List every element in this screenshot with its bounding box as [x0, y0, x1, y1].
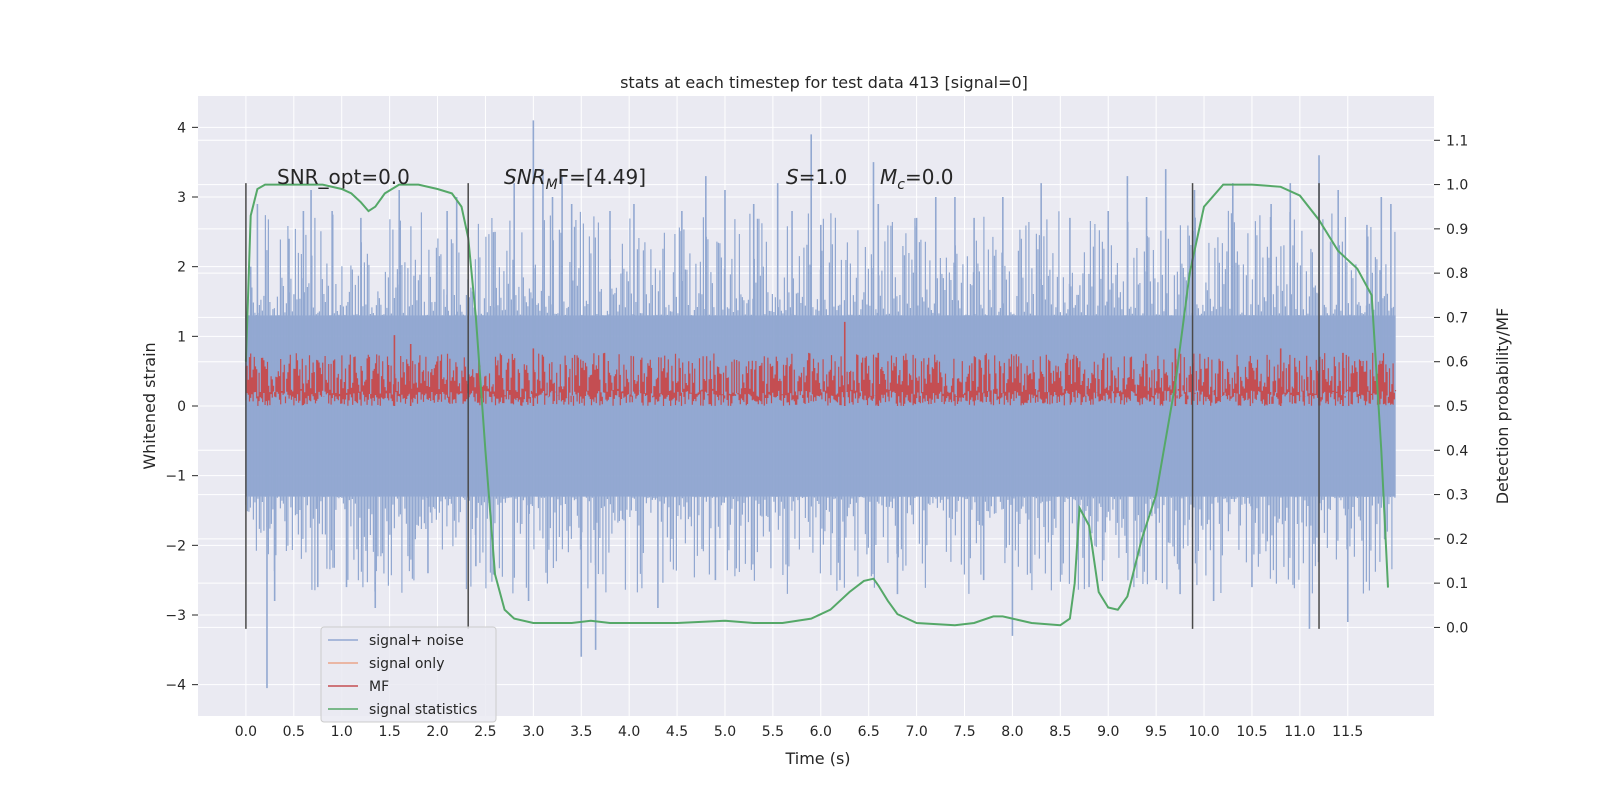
y-right-tick-label: 1.1 — [1446, 133, 1468, 149]
legend-box — [320, 626, 497, 723]
annotation-mc-rest: =0.0 — [905, 165, 954, 189]
signal-statistics-line — [244, 183, 1389, 627]
y-right-tick-label: 0.7 — [1446, 310, 1468, 326]
y-left-tick-label: 2 — [177, 260, 186, 276]
x-tick-label: 8.5 — [1049, 724, 1071, 740]
signal-noise-series — [245, 120, 1396, 689]
y-right-tick-label: 0.1 — [1446, 576, 1468, 592]
x-tick-label: 1.0 — [331, 724, 353, 740]
y-left-tick-label: −1 — [165, 469, 186, 485]
y-left-tick-label: −4 — [165, 678, 186, 694]
legend: signal+ noise signal only MF signal stat… — [320, 626, 497, 723]
annotation-snr-mf-main: SNR — [504, 165, 546, 189]
mf-series — [245, 321, 1397, 406]
y-right-tick-label: 0.6 — [1446, 355, 1468, 371]
annotation-mc-var: M — [880, 165, 897, 189]
chart-title: stats at each timestep for test data 413… — [620, 73, 1028, 92]
x-tick-label: 5.5 — [762, 724, 784, 740]
y-left-tick-label: 3 — [177, 190, 186, 206]
y-right-tick-label: 0.0 — [1446, 620, 1468, 636]
x-tick-label: 2.5 — [474, 724, 496, 740]
y-left-tick-label: −2 — [165, 538, 186, 554]
x-tick-label: 11.0 — [1284, 724, 1315, 740]
legend-label-mf: MF — [369, 679, 389, 695]
x-tick-label: 6.5 — [858, 724, 880, 740]
x-tick-label: 9.0 — [1097, 724, 1119, 740]
annotation-snr-opt: SNR_opt=0.0 — [277, 165, 410, 189]
annotation-snr-mf: SNRMF=[4.49] — [504, 165, 646, 193]
y-axis-right-label: Detection probability/MF — [1493, 308, 1512, 505]
y-left-tick-label: 1 — [177, 329, 186, 345]
annotation-mc-sub: c — [897, 177, 905, 193]
x-tick-label: 9.5 — [1145, 724, 1167, 740]
x-tick-label: 5.0 — [714, 724, 736, 740]
x-tick-label: 4.0 — [618, 724, 640, 740]
y-right-tick-label: 0.2 — [1446, 532, 1468, 548]
x-tick-label: 3.0 — [522, 724, 544, 740]
annotation-s: S=1.0 — [786, 165, 847, 189]
y-right-tick-label: 0.8 — [1446, 266, 1468, 282]
y-right-tick-label: 0.3 — [1446, 488, 1468, 504]
annotation-mc: Mc=0.0 — [880, 165, 954, 193]
x-tick-label: 1.5 — [378, 724, 400, 740]
legend-label-signal-noise: signal+ noise — [369, 633, 464, 649]
annotation-snr-mf-rest: F=[4.49] — [558, 165, 646, 189]
vertical-markers — [245, 183, 1320, 629]
y-left-tick-label: 4 — [177, 120, 186, 136]
annotation-s-var: S — [786, 165, 799, 189]
annotations: SNR_opt=0.0 SNRMF=[4.49] S=1.0 Mc=0.0 — [277, 165, 954, 193]
x-tick-label: 10.0 — [1188, 724, 1219, 740]
x-axis-ticks: 0.0 0.5 1.0 1.5 2.0 2.5 3.0 3.5 4.0 4.5 5.0 5.5 6.0 6… — [235, 724, 1364, 740]
x-tick-label: 4.5 — [666, 724, 688, 740]
x-tick-label: 11.5 — [1332, 724, 1363, 740]
x-tick-label: 7.5 — [953, 724, 975, 740]
legend-label-signal-statistics: signal statistics — [369, 702, 477, 718]
x-axis-label: Time (s) — [784, 749, 850, 768]
y-axis-left-label: Whitened strain — [140, 342, 159, 469]
y-axis-right-ticks: 1.1 1.0 0.9 0.8 0.7 0.6 0.5 0.4 0.3 0.2 0.1 0.0 — [1434, 133, 1468, 636]
x-tick-label: 0.0 — [235, 724, 257, 740]
legend-label-signal-only: signal only — [369, 656, 444, 672]
x-tick-label: 8.0 — [1001, 724, 1023, 740]
x-tick-label: 6.0 — [810, 724, 832, 740]
y-axis-left-ticks: 4 3 2 1 0 −1 −2 −3 −4 — [165, 120, 198, 694]
y-right-tick-label: 0.9 — [1446, 222, 1468, 238]
x-tick-label: 0.5 — [283, 724, 305, 740]
x-tick-label: 10.5 — [1236, 724, 1267, 740]
signal-statistics-series — [244, 183, 1389, 627]
y-right-tick-label: 0.4 — [1446, 443, 1468, 459]
y-right-tick-label: 0.5 — [1446, 399, 1468, 415]
y-left-tick-label: 0 — [177, 399, 186, 415]
x-tick-label: 3.5 — [570, 724, 592, 740]
annotation-s-rest: =1.0 — [799, 165, 848, 189]
annotation-snr-mf-sub: M — [546, 177, 558, 193]
x-tick-label: 2.0 — [426, 724, 448, 740]
x-tick-label: 7.0 — [905, 724, 927, 740]
y-right-tick-label: 1.0 — [1446, 178, 1468, 194]
y-left-tick-label: −3 — [165, 608, 186, 624]
